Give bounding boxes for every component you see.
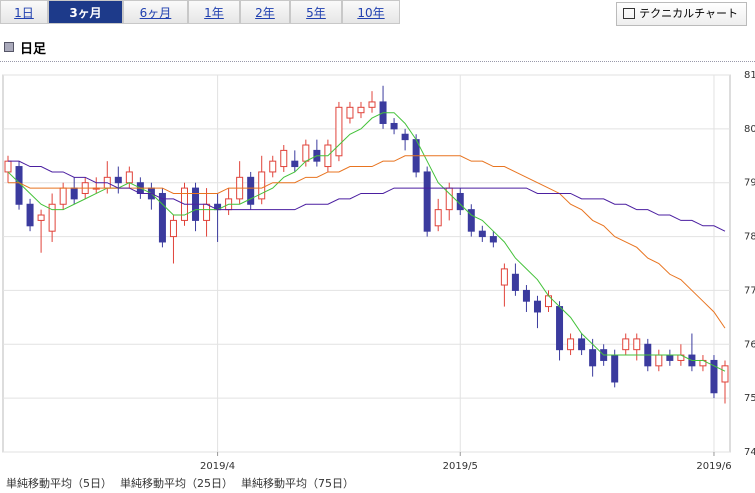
candle-body xyxy=(4,160,12,173)
candle-body xyxy=(710,359,718,394)
candle-body xyxy=(346,106,354,119)
candle-body xyxy=(533,300,541,313)
period-tab[interactable]: 1年 xyxy=(188,0,240,24)
candle-body xyxy=(37,214,45,221)
candle-body xyxy=(500,268,508,286)
candle-body xyxy=(666,354,674,361)
plot-area xyxy=(2,74,731,453)
y-tick-label: 77 xyxy=(744,285,755,296)
divider xyxy=(0,61,755,62)
candle-body xyxy=(423,171,431,232)
candle-body xyxy=(434,209,442,227)
candle-body xyxy=(335,106,343,157)
candle-body xyxy=(556,306,564,351)
period-tab[interactable]: 3ヶ月 xyxy=(48,0,123,24)
legend-entry: 単純移動平均（75日） xyxy=(241,476,354,490)
moving-average-line xyxy=(7,112,726,372)
candle-body xyxy=(390,122,398,130)
candle-body xyxy=(280,149,288,168)
x-tick-label: 2019/6 xyxy=(696,461,731,472)
y-tick-label: 78 xyxy=(744,232,755,243)
y-tick-label: 81 xyxy=(744,70,755,81)
moving-average-line xyxy=(8,160,726,232)
period-tab[interactable]: 5年 xyxy=(290,0,342,24)
candle-body xyxy=(203,203,211,221)
y-tick-label: 79 xyxy=(744,178,755,189)
candle-body xyxy=(291,160,299,168)
candle-body xyxy=(169,219,177,238)
candle-body xyxy=(611,354,619,383)
y-tick-label: 80 xyxy=(744,124,755,135)
candle-body xyxy=(467,209,475,232)
candle-body xyxy=(357,106,365,114)
candle-body xyxy=(578,338,586,351)
candle-body xyxy=(114,176,122,184)
period-tab[interactable]: 1日 xyxy=(0,0,48,24)
candle-body xyxy=(48,203,56,232)
y-tick-label: 74 xyxy=(744,447,755,458)
period-tab[interactable]: 2年 xyxy=(240,0,290,24)
x-tick-label: 2019/5 xyxy=(443,461,478,472)
candle-body xyxy=(368,101,376,108)
candle-body xyxy=(269,160,277,173)
candle-body xyxy=(511,273,519,291)
candle-body xyxy=(721,365,729,383)
legend-entry: 単純移動平均（5日） xyxy=(6,476,112,490)
candle-body xyxy=(26,203,34,227)
candle-body xyxy=(489,236,497,243)
heading: 日足 xyxy=(20,42,47,57)
candle-body xyxy=(70,187,78,200)
candle-body xyxy=(125,171,133,184)
candle-body xyxy=(302,144,310,162)
heading-icon xyxy=(4,42,14,52)
x-tick-label: 2019/4 xyxy=(200,461,235,472)
technical-chart-button[interactable]: テクニカルチャート xyxy=(616,2,747,26)
y-tick-label: 76 xyxy=(744,339,755,350)
candle-body xyxy=(59,187,67,205)
period-tab[interactable]: 10年 xyxy=(342,0,400,24)
candle-body xyxy=(567,338,575,351)
candle-body xyxy=(478,230,486,238)
candle-body xyxy=(401,133,409,141)
candle-body xyxy=(258,171,266,200)
candle-body xyxy=(633,338,641,351)
period-tab[interactable]: 6ヶ月 xyxy=(123,0,188,24)
y-tick-label: 75 xyxy=(744,393,755,404)
legend-entry: 単純移動平均（25日） xyxy=(120,476,233,490)
candle-body xyxy=(622,338,630,351)
candle-body xyxy=(522,289,530,302)
candle-body xyxy=(158,192,166,243)
candle-body xyxy=(247,176,255,205)
candle-body xyxy=(655,354,663,367)
candle-body xyxy=(589,349,597,367)
